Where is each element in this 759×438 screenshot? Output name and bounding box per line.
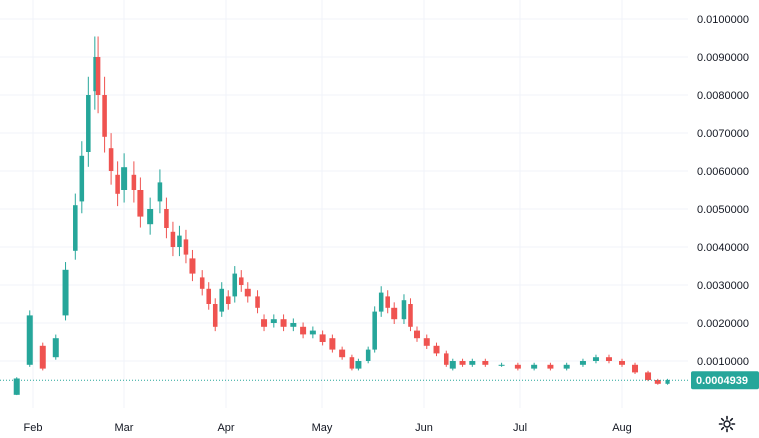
x-tick-label: Jun (415, 422, 433, 434)
candle-down (459, 361, 466, 365)
candle-down (443, 353, 449, 365)
candle-down (300, 326, 307, 335)
candle-down (408, 304, 413, 327)
candle-up (219, 288, 225, 312)
candle-down (137, 190, 144, 217)
candle-down (206, 288, 212, 304)
candle-up (579, 361, 586, 365)
candle-down (108, 148, 114, 171)
candle-up (563, 364, 570, 369)
candle-up (531, 364, 538, 369)
candle-down (212, 304, 218, 327)
x-tick-label: Feb (24, 422, 43, 434)
candle-up (13, 378, 20, 395)
y-tick-label: 0.0090000 (697, 52, 749, 64)
y-tick-label: 0.0050000 (697, 204, 749, 216)
y-tick-label: 0.0080000 (697, 90, 749, 102)
y-tick-label: 0.0070000 (697, 128, 749, 140)
candle-down (482, 361, 489, 365)
x-tick-label: Apr (217, 422, 234, 434)
candle-up (449, 361, 456, 369)
candle-down (433, 345, 440, 354)
candle-down (645, 372, 652, 380)
candle-down (349, 357, 355, 369)
candle-down (225, 296, 231, 304)
candle-up (469, 361, 476, 365)
y-tick-label: 0.0060000 (697, 166, 749, 178)
candle-up (498, 364, 505, 366)
candle-down (385, 296, 390, 308)
candle-down (164, 209, 169, 228)
y-tick-label: 0.0100000 (697, 14, 749, 26)
candle-down (102, 95, 107, 137)
candle-up (665, 380, 670, 384)
candle-down (423, 338, 430, 346)
candle-up (309, 330, 316, 335)
candle-down (514, 364, 521, 369)
candle-up (157, 182, 163, 202)
candle-up (355, 361, 362, 369)
candle-down (238, 277, 244, 285)
candle-up (121, 167, 128, 190)
candle-up (365, 349, 371, 361)
candle-up (592, 357, 599, 361)
candle-up (372, 311, 377, 350)
candle-up (177, 235, 182, 247)
candle-down (244, 288, 251, 297)
candle-down (619, 361, 625, 365)
y-tick-label: 0.0020000 (697, 318, 749, 330)
candle-down (183, 239, 189, 255)
x-tick-label: Jul (513, 422, 527, 434)
candle-up (26, 315, 33, 365)
candle-down (189, 258, 196, 274)
candle-down (605, 357, 612, 361)
x-tick-label: Aug (612, 422, 632, 434)
candle-down (39, 345, 46, 369)
time-axis[interactable]: Feb Mar Apr May Jun Jul Aug (24, 422, 632, 434)
x-tick-label: May (312, 422, 333, 434)
candle-down (170, 231, 176, 247)
x-tick-label: Mar (115, 422, 134, 434)
candle-up (290, 323, 297, 327)
candle-down (319, 334, 326, 342)
y-tick-label: 0.0030000 (697, 280, 749, 292)
y-tick-label: 0.0010000 (697, 356, 749, 368)
candle-down (95, 57, 101, 95)
candle-down (131, 174, 137, 190)
candle-down (255, 296, 260, 308)
candle-down (632, 364, 639, 373)
chart-grid (0, 0, 688, 408)
gear-icon[interactable] (718, 415, 736, 433)
candle-up (52, 338, 59, 358)
candle-up (86, 95, 91, 152)
candle-up (232, 273, 238, 297)
candle-down (329, 338, 336, 350)
candle-down (280, 319, 287, 327)
candle-down (199, 277, 205, 289)
candle-down (115, 174, 120, 194)
last-price-label: 0.0004939 (696, 375, 748, 387)
candle-up (270, 319, 277, 323)
candle-up (62, 269, 69, 316)
candle-up (73, 205, 78, 251)
candle-up (79, 155, 85, 202)
candle-down (547, 364, 554, 369)
candle-down (654, 380, 661, 384)
candle-down (391, 307, 398, 320)
candle-up (147, 209, 154, 225)
candle-down (339, 349, 346, 358)
last-price-badge: 0.0004939 (691, 371, 759, 390)
price-axis[interactable]: 0.0100000 0.0090000 0.0080000 0.0070000 0.00… (697, 14, 749, 368)
candle-up (401, 300, 407, 320)
y-tick-label: 0.0040000 (697, 242, 749, 254)
candle-up (378, 292, 384, 312)
candle-down (261, 319, 268, 327)
candle-series (13, 36, 670, 396)
candle-up (93, 57, 97, 92)
candle-down (413, 330, 420, 339)
